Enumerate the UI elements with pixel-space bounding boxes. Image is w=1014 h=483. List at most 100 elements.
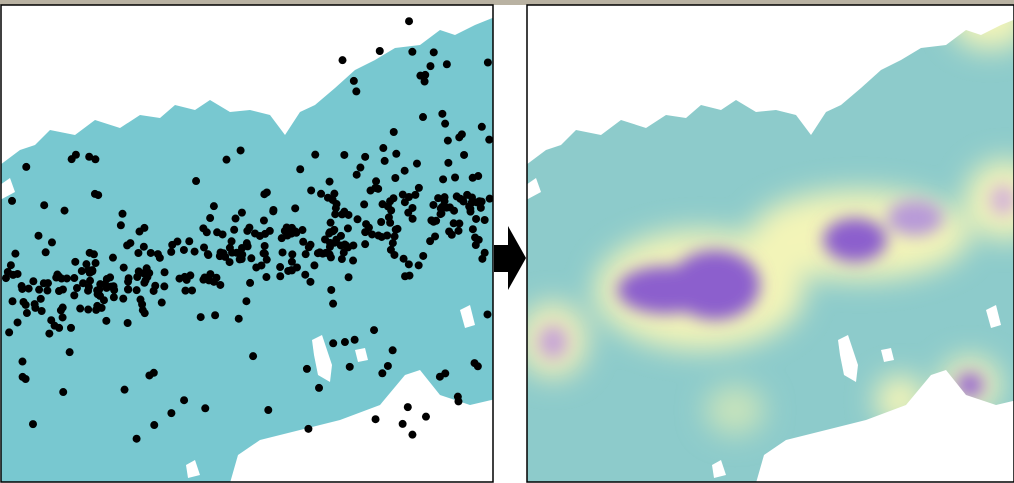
point xyxy=(370,326,379,335)
point xyxy=(368,230,377,239)
point xyxy=(421,70,430,79)
point xyxy=(276,263,285,272)
point xyxy=(231,214,240,223)
point xyxy=(118,209,127,218)
point xyxy=(259,216,268,225)
point xyxy=(53,270,62,279)
point xyxy=(403,403,412,412)
point xyxy=(349,76,358,85)
point xyxy=(126,239,135,248)
point xyxy=(21,374,30,383)
point xyxy=(35,285,44,294)
point xyxy=(325,229,334,238)
point xyxy=(200,243,209,252)
point xyxy=(72,284,81,293)
point xyxy=(344,210,353,219)
point xyxy=(366,186,375,195)
point xyxy=(332,235,341,244)
point xyxy=(216,280,225,289)
point xyxy=(463,190,472,199)
point xyxy=(218,230,227,239)
point xyxy=(262,255,271,264)
point xyxy=(269,207,278,216)
point xyxy=(237,244,246,253)
point xyxy=(168,240,177,249)
point xyxy=(225,258,234,267)
point xyxy=(77,267,86,276)
point xyxy=(440,193,449,202)
point xyxy=(59,388,68,397)
point xyxy=(6,261,15,270)
heat-core xyxy=(538,184,1014,398)
point xyxy=(132,286,141,295)
point xyxy=(262,188,271,197)
point xyxy=(421,412,430,421)
point xyxy=(398,419,407,428)
point xyxy=(352,170,361,179)
point xyxy=(116,221,125,230)
point xyxy=(60,206,69,215)
point xyxy=(282,223,291,232)
point xyxy=(132,434,141,443)
point xyxy=(375,46,384,55)
points-panel xyxy=(1,5,493,482)
point xyxy=(307,186,316,195)
point xyxy=(420,77,429,86)
point xyxy=(325,177,334,186)
point xyxy=(30,300,39,309)
point xyxy=(22,309,31,318)
point xyxy=(483,58,492,67)
point xyxy=(301,250,310,259)
point xyxy=(70,291,79,300)
point xyxy=(58,285,67,294)
point xyxy=(478,254,487,263)
point xyxy=(249,352,258,361)
point xyxy=(401,272,410,281)
point xyxy=(11,249,20,258)
point xyxy=(188,286,197,295)
point xyxy=(287,266,296,275)
point xyxy=(259,249,268,258)
point xyxy=(201,404,210,413)
point xyxy=(451,173,460,182)
point xyxy=(264,406,273,415)
point xyxy=(330,189,339,198)
point xyxy=(386,245,395,254)
point xyxy=(438,202,447,211)
point xyxy=(460,150,469,159)
point xyxy=(441,119,450,128)
point xyxy=(58,303,67,312)
point xyxy=(317,189,326,198)
point xyxy=(153,250,162,259)
point xyxy=(389,127,398,136)
point xyxy=(408,430,417,439)
point xyxy=(228,248,237,257)
point xyxy=(119,294,128,303)
point xyxy=(419,251,428,260)
point xyxy=(310,261,319,270)
point xyxy=(143,272,152,281)
point xyxy=(377,232,386,241)
point xyxy=(329,339,338,348)
point xyxy=(352,87,361,96)
point xyxy=(408,47,417,56)
point xyxy=(8,196,17,205)
point xyxy=(124,277,133,286)
point xyxy=(372,177,381,186)
point xyxy=(429,48,438,57)
point xyxy=(39,279,48,288)
point xyxy=(321,248,330,257)
point xyxy=(58,313,67,322)
point xyxy=(436,210,445,219)
point xyxy=(221,252,230,261)
point xyxy=(120,385,129,394)
point xyxy=(134,249,143,258)
point xyxy=(325,238,334,247)
point xyxy=(276,272,285,281)
heatmap-panel xyxy=(527,5,1014,482)
point xyxy=(66,323,75,332)
point xyxy=(22,162,31,171)
point xyxy=(70,274,79,283)
point xyxy=(468,173,477,182)
point xyxy=(200,273,209,282)
